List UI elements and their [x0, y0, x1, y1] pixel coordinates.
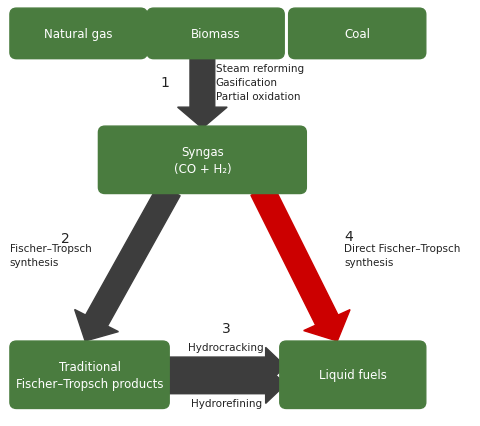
Polygon shape	[178, 55, 227, 129]
Polygon shape	[167, 348, 286, 386]
Text: 1: 1	[160, 76, 169, 89]
Text: 3: 3	[222, 321, 230, 335]
Text: Hydrocracking: Hydrocracking	[189, 343, 264, 353]
FancyBboxPatch shape	[147, 9, 284, 60]
FancyBboxPatch shape	[10, 9, 147, 60]
Text: Fischer–Tropsch
synthesis: Fischer–Tropsch synthesis	[10, 243, 92, 267]
FancyBboxPatch shape	[10, 341, 169, 409]
FancyBboxPatch shape	[98, 127, 306, 194]
Text: Natural gas: Natural gas	[44, 28, 113, 41]
Text: Direct Fischer–Tropsch
synthesis: Direct Fischer–Tropsch synthesis	[344, 243, 460, 267]
Text: Syngas
(CO + H₂): Syngas (CO + H₂)	[174, 145, 231, 176]
Polygon shape	[167, 366, 286, 403]
Polygon shape	[75, 185, 180, 341]
FancyBboxPatch shape	[280, 341, 426, 409]
FancyBboxPatch shape	[288, 9, 426, 60]
Text: Steam reforming
Gasification
Partial oxidation: Steam reforming Gasification Partial oxi…	[216, 64, 304, 102]
Text: Biomass: Biomass	[191, 28, 240, 41]
Text: 2: 2	[61, 231, 70, 245]
Text: 4: 4	[344, 229, 353, 243]
Polygon shape	[251, 186, 350, 341]
Text: Coal: Coal	[344, 28, 370, 41]
Text: Hydrorefining: Hydrorefining	[191, 398, 262, 408]
Text: Liquid fuels: Liquid fuels	[319, 368, 387, 381]
Text: Traditional
Fischer–Tropsch products: Traditional Fischer–Tropsch products	[16, 360, 163, 390]
